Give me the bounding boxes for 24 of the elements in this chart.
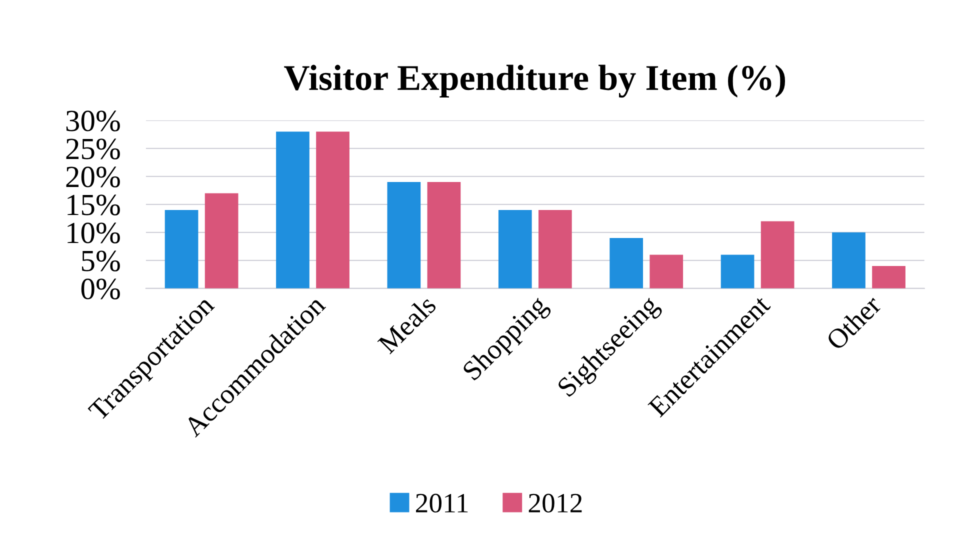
bar — [610, 238, 644, 288]
bar — [427, 182, 461, 288]
bar — [538, 210, 572, 288]
y-tick-label: 0% — [81, 278, 120, 300]
bar — [276, 132, 310, 288]
bar — [872, 266, 906, 288]
bar — [720, 254, 754, 288]
y-tick-label: 20% — [66, 166, 120, 188]
y-tick-label: 25% — [66, 138, 120, 160]
legend-label: 2011 — [416, 494, 468, 513]
bar — [316, 132, 350, 288]
y-tick-label: 10% — [68, 222, 120, 244]
legend-label: 2012 — [528, 494, 582, 513]
bar — [204, 193, 238, 288]
y-tick-label: 5% — [82, 250, 120, 272]
bar — [650, 254, 684, 288]
y-tick-label: 15% — [68, 194, 120, 216]
bar — [832, 232, 866, 288]
chart-title: Visitor Expenditure by Item (%) — [284, 64, 786, 98]
bar — [498, 210, 532, 288]
bar — [164, 210, 198, 288]
bar — [760, 221, 794, 288]
bar — [387, 182, 421, 288]
y-tick-label: 30% — [66, 110, 120, 132]
